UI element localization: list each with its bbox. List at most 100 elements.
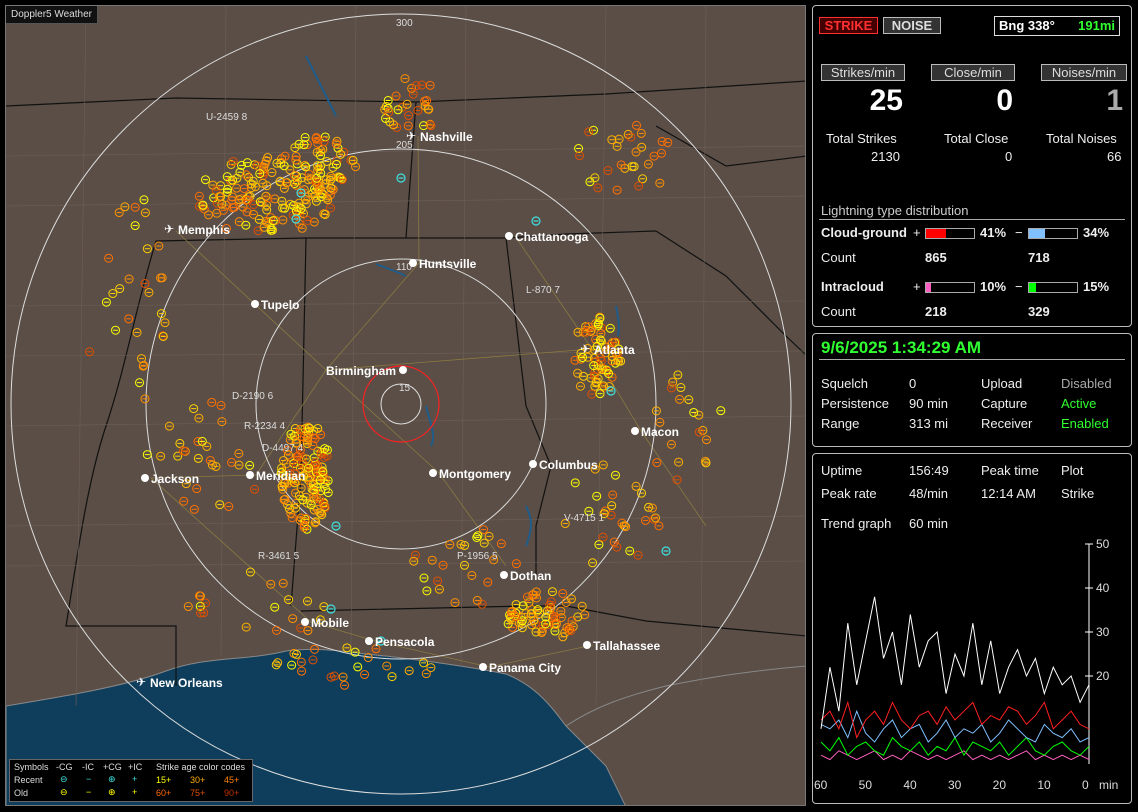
strike-marker — [228, 157, 238, 167]
strike-marker — [303, 626, 313, 636]
strike-marker — [296, 657, 306, 667]
strike-button[interactable]: STRIKE — [819, 17, 878, 34]
strike-marker — [101, 297, 111, 307]
x-unit-label: min — [1099, 778, 1118, 792]
storm-tag[interactable]: D-2190 6 — [232, 391, 274, 402]
symbol-legend: Symbols -CG -IC +CG +IC Strike age color… — [9, 759, 253, 802]
strike-marker — [654, 521, 664, 531]
strike-marker — [202, 441, 212, 451]
strike-marker — [194, 191, 204, 201]
strike-marker — [420, 101, 430, 111]
strikes-per-min-button[interactable]: Strikes/min — [821, 64, 905, 81]
storm-tag[interactable]: R-2234 4 — [244, 421, 286, 432]
old-neg-cg-icon: ⊖ — [60, 787, 68, 797]
strike-marker — [632, 120, 642, 130]
strike-marker — [311, 517, 321, 527]
strike-marker — [409, 556, 419, 566]
strike-marker — [556, 606, 566, 616]
noise-button[interactable]: NOISE — [883, 17, 941, 34]
storm-tag[interactable]: P-1956 5 — [457, 551, 498, 562]
strike-marker — [254, 214, 264, 224]
strike-marker — [506, 607, 516, 617]
strike-marker — [228, 203, 238, 213]
strike-marker — [243, 195, 253, 205]
recent-strike-marker — [396, 173, 406, 183]
age-30: 30+ — [190, 775, 206, 785]
strike-marker — [673, 370, 683, 380]
strike-marker — [310, 487, 320, 497]
strike-marker — [198, 200, 208, 210]
city-name: Birmingham — [326, 364, 396, 378]
strike-marker — [242, 158, 252, 168]
storm-tag[interactable]: R-3461 5 — [258, 551, 300, 562]
strike-marker — [496, 539, 506, 549]
strike-marker — [301, 199, 311, 209]
ic-positive-pct: 10% — [980, 279, 1007, 294]
storm-tag[interactable]: V-4715 1 — [564, 513, 604, 524]
strike-marker — [666, 439, 676, 449]
noises-per-min-button[interactable]: Noises/min — [1041, 64, 1127, 81]
age-75: 75+ — [190, 788, 206, 798]
recent-strike-marker — [661, 546, 671, 556]
storm-tag[interactable]: U-2459 8 — [206, 112, 248, 123]
strike-marker — [294, 198, 304, 208]
strike-marker — [275, 176, 285, 186]
city-dot — [500, 571, 508, 579]
strike-marker — [292, 438, 302, 448]
strike-marker — [189, 504, 199, 514]
old-pos-ic-icon: + — [132, 787, 138, 797]
strike-marker — [114, 208, 124, 218]
plot-value[interactable]: Strike — [1061, 486, 1095, 501]
strike-marker — [511, 559, 521, 569]
strike-marker — [649, 151, 659, 161]
city-dot — [365, 637, 373, 645]
strike-marker — [573, 368, 583, 378]
x-tick-label: 10 — [1037, 778, 1051, 792]
trend-graph-span[interactable]: 60 min — [909, 516, 949, 531]
storm-tag[interactable]: D-4497 4 — [262, 443, 304, 454]
strike-marker — [633, 550, 643, 560]
city-name: Jackson — [151, 472, 199, 486]
total-close-label: Total Close — [944, 131, 1009, 146]
range-rings — [10, 13, 792, 795]
strike-marker — [419, 658, 429, 668]
strike-marker — [577, 353, 587, 363]
strike-marker — [295, 445, 305, 455]
strike-marker — [216, 400, 226, 410]
strike-marker — [130, 202, 140, 212]
lightning-map[interactable]: 300 205 110 15 U-2459 8 L-870 7 D-2190 6 R-… — [5, 5, 806, 806]
cg-plus-sign: + — [913, 225, 921, 240]
age-15: 15+ — [156, 775, 172, 785]
range-value: 313 mi — [909, 416, 949, 431]
airport-icon: ✈ — [136, 675, 146, 689]
strike-marker — [316, 151, 326, 161]
status-divider — [819, 359, 1125, 360]
strike-marker — [315, 615, 325, 625]
map-canvas[interactable]: 300 205 110 15 U-2459 8 L-870 7 D-2190 6 R-… — [6, 6, 806, 806]
storm-tag[interactable]: L-870 7 — [526, 285, 560, 296]
strike-marker — [280, 151, 290, 161]
strike-marker — [144, 287, 154, 297]
strike-marker — [606, 510, 616, 520]
receiver-label: Receiver — [981, 416, 1033, 431]
strike-marker — [336, 149, 346, 159]
strike-marker — [178, 446, 188, 456]
strike-marker — [207, 397, 217, 407]
ic-positive-bar — [925, 282, 975, 293]
recent-pos-cg-icon: ⊕ — [108, 774, 116, 784]
strike-marker — [279, 161, 289, 171]
strike-marker — [425, 80, 435, 90]
strike-marker — [290, 143, 300, 153]
strike-marker — [311, 132, 321, 142]
strike-marker — [320, 209, 330, 219]
close-per-min-button[interactable]: Close/min — [931, 64, 1015, 81]
strike-marker — [558, 632, 568, 642]
strike-marker — [584, 127, 594, 137]
city-name: Columbus — [539, 458, 598, 472]
strike-marker — [603, 166, 613, 176]
x-tick-label: 30 — [948, 778, 962, 792]
strike-marker — [701, 435, 711, 445]
strike-marker — [567, 616, 577, 626]
cloud-ground-label: Cloud-ground — [821, 225, 907, 240]
city-labels: ✈ Nashville ✈ Memphis Chattanooga Huntsville T… — [136, 129, 679, 690]
